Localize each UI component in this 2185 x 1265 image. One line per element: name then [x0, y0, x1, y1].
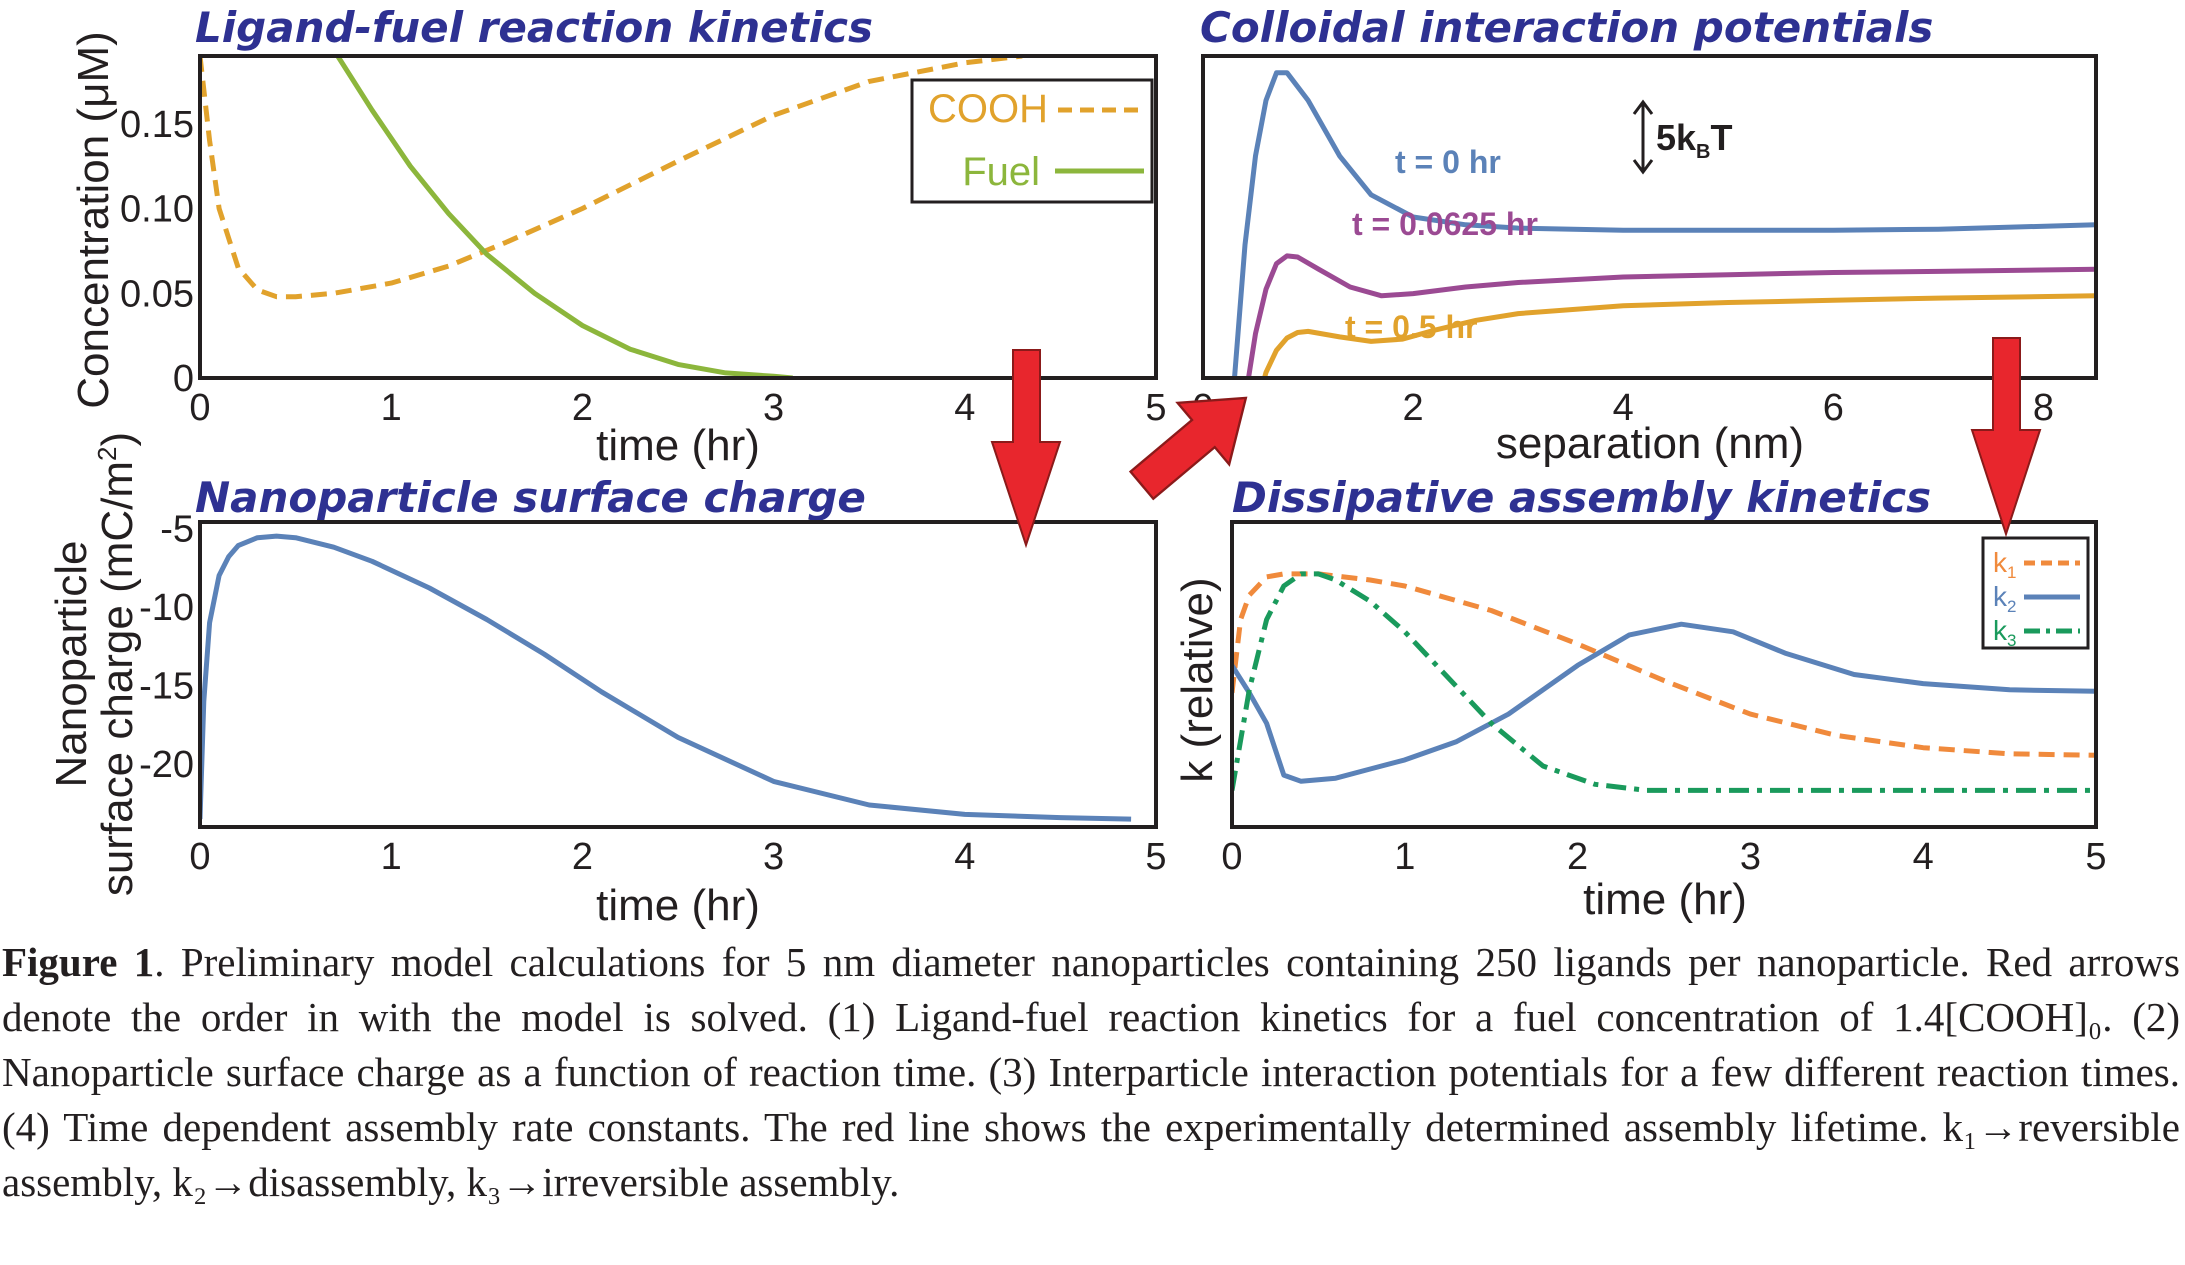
x-tick-label: 3	[1740, 836, 1761, 878]
x-tick-label: 0	[189, 836, 210, 878]
x-tick-label: 4	[1913, 836, 1934, 878]
x-tick-label: 1	[381, 387, 402, 429]
chart-title: Nanoparticle surface charge	[195, 473, 866, 522]
series-line-fuel	[335, 56, 793, 378]
x-axis-label: time (hr)	[596, 881, 760, 930]
arrow-diagonal-icon	[1128, 396, 1248, 501]
scale-bar-down-arrow-icon	[1632, 159, 1654, 175]
x-tick-label: 2	[572, 387, 593, 429]
y-tick-label: 0	[173, 358, 194, 400]
tick-labels: 0 1 2 3 4 5 0 0.05 0.10 0.15	[120, 104, 1167, 429]
y-tick-label: -10	[139, 587, 194, 629]
legend: COOH Fuel	[910, 78, 1154, 204]
plot-frame	[198, 54, 1158, 380]
arrow-down-1-icon	[990, 349, 1062, 549]
x-tick-label: 8	[2033, 387, 2054, 429]
series-line-t-0-5-hr	[1261, 293, 2096, 378]
x-tick-label: 3	[763, 387, 784, 429]
y-tick-label: -20	[139, 744, 194, 786]
plot-frame	[198, 520, 1158, 829]
plot-series-group	[1231, 70, 2096, 378]
x-tick-label: 4	[1613, 387, 1634, 429]
chart-title: Colloidal interaction potentials	[1200, 3, 1933, 52]
x-tick-label: 1	[1394, 836, 1415, 878]
y-tick-label: -5	[160, 508, 194, 550]
chart-title: Ligand-fuel reaction kinetics	[195, 3, 873, 52]
figure-caption: Figure 1. Preliminary model calculations…	[2, 935, 2180, 1210]
x-tick-label: 3	[763, 836, 784, 878]
y-axis-label: Concentration (μM)	[69, 31, 118, 408]
y-tick-label: 0.15	[120, 104, 194, 146]
y-tick-label: 0.05	[120, 273, 194, 315]
chart-title: Dissipative assembly kinetics	[1232, 473, 1931, 522]
plot-series-group	[1232, 571, 2096, 793]
arrow-down-2-icon	[1970, 337, 2042, 538]
x-tick-label: 0	[1221, 836, 1242, 878]
x-tick-label: 2	[1403, 387, 1424, 429]
legend-box	[910, 78, 1154, 204]
flow-arrows	[990, 337, 2042, 549]
series-line-k-	[1232, 571, 2096, 758]
series-line-charge	[200, 533, 1132, 822]
tick-labels: 0 1 2 3 4 5	[1221, 836, 2106, 878]
x-tick-label: 4	[954, 836, 975, 878]
legend-label-fuel: Fuel	[962, 150, 1040, 194]
y-axis-label-line2: surface charge (mC/m2)	[92, 432, 142, 896]
x-tick-label: 0	[189, 387, 210, 429]
series-line-t-0-hr	[1231, 70, 2096, 378]
tick-labels: 0 1 2 3 4 5 -5 -10 -15 -20	[139, 508, 1166, 878]
plot-frame	[1230, 520, 2098, 829]
x-tick-label: 2	[572, 836, 593, 878]
legend-label-cooh: COOH	[928, 87, 1048, 131]
x-tick-label: 5	[2085, 836, 2106, 878]
curve-label-t00625: t = 0.0625 hr	[1352, 206, 1538, 242]
y-tick-label: -15	[139, 666, 194, 708]
x-tick-label: 5	[1145, 836, 1166, 878]
series-line-k-	[1232, 621, 2096, 784]
x-axis-label: time (hr)	[1583, 875, 1747, 924]
x-tick-label: 5	[1145, 387, 1166, 429]
legend: k1 k2 k3	[1981, 536, 2090, 650]
panel-assembly-kinetics: Dissipative assembly kinetics 0 1 2 3 4 5 tim…	[1173, 473, 2107, 924]
energy-scale-bar: 5kBT	[1632, 99, 1733, 175]
x-tick-label: 2	[1567, 836, 1588, 878]
plot-series-group	[200, 56, 1023, 378]
series-line-cooh	[200, 56, 1023, 300]
y-tick-label: 0.10	[120, 189, 194, 231]
scale-bar-label: 5kBT	[1656, 117, 1733, 163]
x-tick-label: 6	[1823, 387, 1844, 429]
panel-ligand-fuel: Ligand-fuel reaction kinetics 0 1 2 3 4 5 0 0.0…	[69, 3, 1167, 470]
panel-colloidal: Colloidal interaction potentials 02468 s…	[1192, 3, 2098, 468]
x-tick-label: 4	[954, 387, 975, 429]
x-tick-label: 1	[381, 836, 402, 878]
plot-series-group	[200, 533, 1132, 822]
figure-canvas: Ligand-fuel reaction kinetics 0 1 2 3 4 5 0 0.0…	[47, 3, 2107, 930]
caption-label: Figure 1	[2, 939, 155, 985]
curve-label-t05: t = 0.5 hr	[1345, 309, 1478, 345]
series-line-t-0-0625-hr	[1245, 253, 2096, 378]
x-axis-label: separation (nm)	[1496, 419, 1804, 468]
curve-label-t0: t = 0 hr	[1395, 144, 1501, 180]
plot-frame	[1201, 54, 2098, 380]
y-axis-label-line1: Nanoparticle	[47, 540, 96, 787]
panel-surface-charge: Nanoparticle surface charge 0 1 2 3 4 5 -5 -10 -…	[47, 432, 1167, 930]
series-line-k-	[1232, 571, 2096, 793]
caption-text: . Preliminary model calculations for 5 n…	[2, 939, 2180, 1205]
y-axis-label: k (relative)	[1173, 577, 1222, 782]
scale-bar-up-arrow-icon	[1632, 99, 1654, 115]
x-axis-label: time (hr)	[596, 421, 760, 470]
